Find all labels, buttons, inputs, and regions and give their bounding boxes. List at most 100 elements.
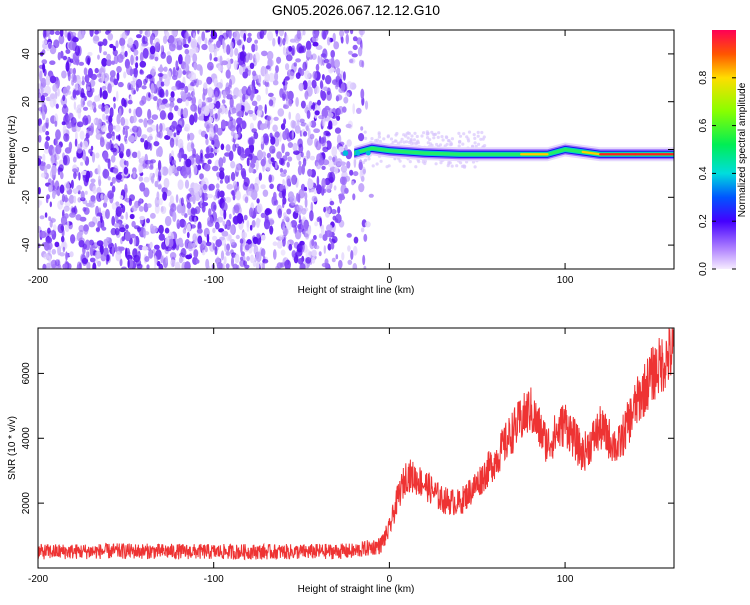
noise-blob bbox=[247, 84, 255, 95]
noise-blob bbox=[182, 171, 188, 179]
noise-blob bbox=[474, 144, 478, 148]
noise-blob bbox=[158, 233, 165, 241]
noise-blob bbox=[83, 224, 89, 232]
noise-blob bbox=[360, 175, 365, 182]
noise-blob bbox=[139, 60, 147, 68]
noise-blob bbox=[214, 112, 218, 120]
noise-blob bbox=[362, 160, 366, 165]
noise-blob bbox=[450, 164, 454, 168]
noise-blob bbox=[260, 184, 266, 190]
noise-blob bbox=[358, 133, 365, 142]
noise-blob bbox=[347, 259, 353, 265]
noise-blob bbox=[235, 133, 238, 139]
noise-blob bbox=[404, 140, 409, 144]
noise-blob bbox=[154, 255, 157, 266]
noise-blob bbox=[133, 54, 136, 66]
noise-blob bbox=[400, 137, 404, 141]
noise-blob bbox=[124, 118, 129, 127]
noise-blob bbox=[237, 110, 244, 118]
noise-blob bbox=[113, 223, 120, 228]
noise-blob bbox=[274, 71, 279, 82]
noise-blob bbox=[126, 160, 129, 167]
noise-blob bbox=[183, 220, 187, 231]
noise-blob bbox=[55, 135, 59, 147]
noise-blob bbox=[38, 134, 42, 143]
noise-blob bbox=[364, 100, 369, 110]
noise-blob bbox=[107, 190, 114, 200]
noise-blob bbox=[341, 252, 345, 261]
noise-blob bbox=[216, 40, 221, 48]
noise-blob bbox=[174, 105, 179, 112]
noise-blob bbox=[220, 143, 225, 151]
noise-blob bbox=[290, 220, 298, 228]
noise-blob bbox=[304, 90, 309, 100]
noise-blob bbox=[103, 195, 108, 204]
noise-blob bbox=[192, 194, 196, 205]
noise-blob bbox=[340, 36, 344, 44]
noise-blob bbox=[77, 108, 82, 119]
noise-blob bbox=[55, 144, 62, 155]
noise-blob bbox=[177, 138, 184, 149]
noise-blob bbox=[61, 235, 65, 243]
y-tick-label: 6000 bbox=[21, 362, 32, 385]
noise-blob bbox=[247, 36, 252, 43]
noise-blob bbox=[428, 138, 432, 142]
noise-blob bbox=[107, 33, 114, 41]
noise-blob bbox=[224, 196, 232, 203]
noise-blob bbox=[212, 227, 216, 234]
noise-blob bbox=[345, 123, 352, 129]
noise-blob bbox=[224, 243, 227, 252]
noise-blob bbox=[199, 173, 204, 180]
noise-blob bbox=[132, 167, 137, 175]
noise-blob bbox=[190, 103, 198, 112]
noise-blob bbox=[165, 89, 169, 97]
noise-blob bbox=[247, 110, 254, 115]
noise-blob bbox=[70, 234, 76, 244]
noise-blob bbox=[185, 158, 192, 168]
noise-blob bbox=[254, 52, 260, 63]
noise-blob bbox=[67, 90, 72, 95]
noise-blob bbox=[205, 138, 209, 146]
noise-blob bbox=[171, 159, 177, 166]
snr-series-line bbox=[38, 328, 674, 561]
noise-blob bbox=[205, 241, 212, 247]
noise-blob bbox=[285, 94, 288, 102]
noise-blob bbox=[244, 264, 250, 269]
noise-blob bbox=[350, 250, 354, 260]
noise-blob bbox=[154, 196, 160, 208]
noise-blob bbox=[73, 195, 77, 204]
noise-blob bbox=[297, 165, 303, 176]
noise-blob bbox=[329, 67, 336, 73]
noise-blob bbox=[66, 85, 71, 91]
noise-blob bbox=[277, 36, 281, 45]
noise-blob bbox=[335, 67, 341, 76]
noise-blob bbox=[244, 196, 249, 204]
noise-blob bbox=[345, 33, 349, 45]
noise-blob bbox=[94, 95, 99, 102]
noise-blob bbox=[102, 90, 108, 100]
noise-blob bbox=[187, 92, 191, 99]
noise-blob bbox=[93, 119, 96, 124]
noise-blob bbox=[358, 183, 365, 193]
noise-blob bbox=[408, 160, 412, 164]
noise-blob bbox=[306, 49, 312, 58]
noise-blob bbox=[377, 135, 381, 139]
noise-blob bbox=[311, 53, 317, 60]
noise-blob bbox=[214, 148, 220, 153]
noise-blob bbox=[92, 185, 97, 194]
noise-blob bbox=[261, 234, 266, 241]
noise-blob bbox=[457, 131, 461, 135]
noise-blob bbox=[123, 166, 129, 175]
noise-blob bbox=[192, 233, 197, 243]
noise-blob bbox=[111, 176, 116, 184]
signal-onset-dot bbox=[355, 150, 361, 156]
noise-blob bbox=[304, 192, 308, 201]
noise-blob bbox=[172, 70, 179, 78]
noise-blob bbox=[139, 30, 143, 35]
noise-blob bbox=[112, 49, 118, 56]
noise-blob bbox=[189, 224, 196, 229]
noise-blob bbox=[252, 113, 257, 121]
noise-blob bbox=[318, 115, 325, 120]
noise-blob bbox=[146, 218, 150, 224]
noise-blob bbox=[357, 46, 363, 57]
